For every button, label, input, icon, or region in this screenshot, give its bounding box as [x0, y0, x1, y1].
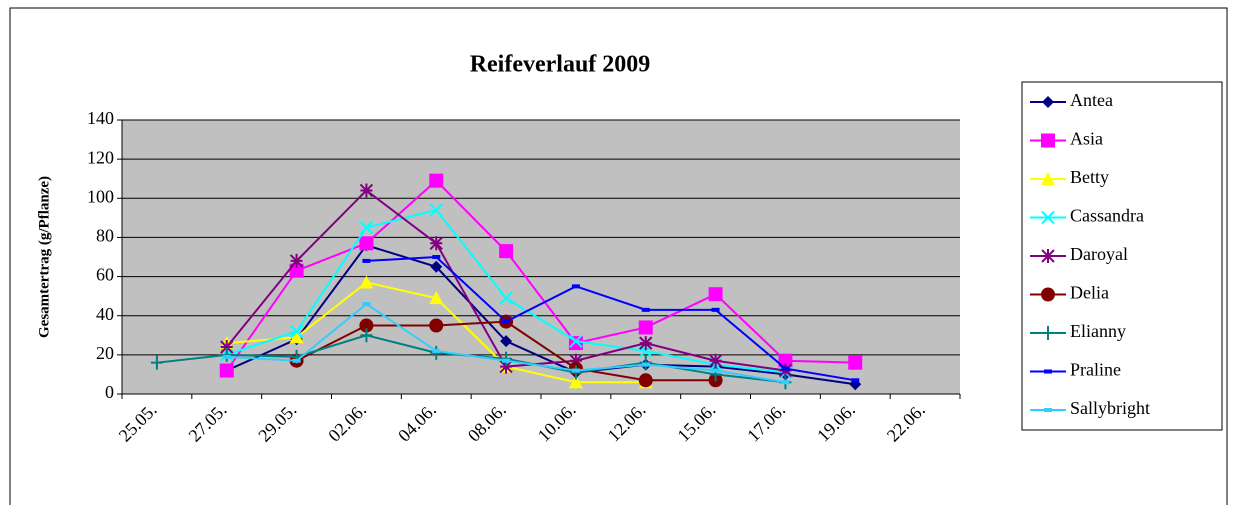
data-point [499, 244, 514, 259]
data-point [848, 355, 863, 370]
data-point [781, 366, 790, 371]
legend-label: Elianny [1070, 321, 1126, 341]
data-point [708, 353, 723, 368]
y-tick-label: 40 [96, 304, 114, 324]
data-point [638, 373, 653, 388]
legend-marker [1041, 172, 1055, 185]
y-tick-label: 140 [87, 108, 114, 128]
legend-marker [1041, 249, 1055, 263]
data-point [429, 236, 443, 251]
y-tick-label: 0 [105, 382, 114, 402]
data-point [429, 173, 444, 188]
data-point [362, 301, 371, 306]
legend-label: Cassandra [1070, 206, 1144, 226]
legend-marker [1041, 210, 1055, 225]
data-point [289, 263, 304, 278]
data-point [641, 307, 650, 312]
data-point [781, 380, 790, 385]
y-axis-label: Gesamtertrag (g/Pflanze) [36, 176, 52, 338]
y-tick-label: 20 [96, 343, 114, 363]
legend-marker [1044, 408, 1052, 412]
data-point [569, 334, 583, 348]
data-point [359, 236, 374, 251]
data-point [569, 353, 583, 368]
data-point [359, 275, 374, 289]
y-tick-label: 120 [87, 147, 114, 167]
data-point [222, 354, 231, 359]
series-line [226, 244, 856, 386]
legend-marker [1042, 326, 1054, 340]
data-point [359, 220, 374, 235]
data-point [639, 336, 653, 351]
data-point [851, 378, 860, 383]
legend-label: Praline [1070, 360, 1121, 380]
data-point [430, 260, 443, 273]
series-line [366, 255, 856, 382]
data-point [641, 362, 650, 367]
legend-marker [1041, 133, 1055, 148]
legend-label: Daroyal [1070, 244, 1128, 264]
data-point [711, 307, 720, 312]
data-point [289, 253, 304, 268]
legend-label: Betty [1070, 167, 1109, 187]
data-point [708, 287, 723, 302]
data-point [429, 318, 444, 333]
data-point [429, 291, 444, 305]
data-point [219, 363, 234, 378]
y-tick-label: 80 [96, 226, 114, 246]
data-point [360, 328, 373, 343]
y-tick-label: 100 [87, 186, 114, 206]
data-point [571, 368, 580, 373]
data-point [432, 255, 441, 259]
data-point [359, 318, 374, 333]
data-point [220, 340, 234, 355]
data-point [778, 353, 793, 368]
data-point [359, 183, 374, 198]
data-point [638, 320, 653, 335]
legend-label: Delia [1070, 283, 1109, 303]
data-point [499, 359, 513, 374]
data-point [289, 330, 304, 344]
data-point [429, 203, 443, 217]
data-point [502, 319, 511, 324]
chart-title: Reifeverlauf 2009 [470, 52, 651, 78]
data-point [500, 335, 513, 348]
legend-label: Antea [1070, 90, 1113, 110]
legend-marker [1042, 96, 1054, 108]
data-point [292, 358, 301, 363]
data-point [571, 284, 580, 289]
series-line [225, 179, 856, 372]
legend-label: Asia [1070, 129, 1103, 149]
data-point [499, 291, 513, 305]
data-point [362, 258, 371, 263]
y-tick-label: 60 [96, 265, 114, 285]
legend-label: Sallybright [1070, 398, 1150, 418]
data-point [711, 368, 720, 373]
legend-marker [1044, 369, 1052, 374]
plot-area [122, 120, 960, 394]
data-point [150, 355, 163, 370]
data-point [568, 375, 583, 389]
data-point [432, 348, 441, 353]
legend-marker [1041, 287, 1055, 302]
data-point [502, 358, 511, 363]
data-point [289, 324, 304, 339]
